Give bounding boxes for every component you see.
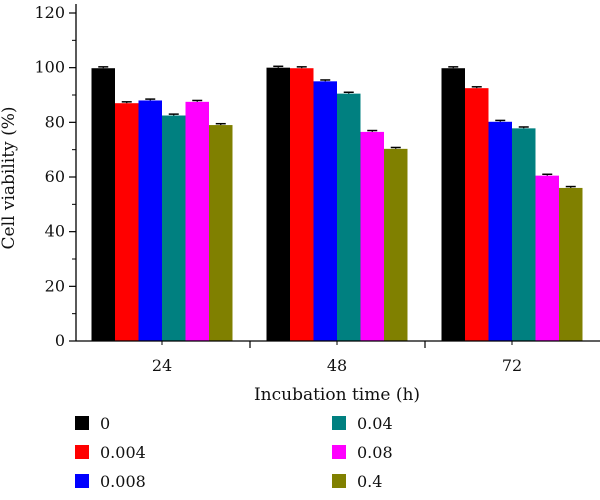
error-bar-0.04-24 <box>168 113 179 116</box>
bar-0.04-24 <box>162 115 186 341</box>
legend-item-0: 0 <box>75 414 110 433</box>
bar-0.08-48 <box>360 131 384 341</box>
error-bar-0.08-24 <box>192 99 203 102</box>
error-bar-0.04-48 <box>343 91 354 94</box>
legend-swatch <box>332 474 346 488</box>
error-bar-0.4-48 <box>390 146 401 149</box>
legend-item-0.004: 0.004 <box>75 443 146 462</box>
y-tick-label: 60 <box>45 167 65 186</box>
error-bar-0.004-48 <box>296 66 307 69</box>
x-axis-title: Incubation time (h) <box>254 385 420 405</box>
legend-item-0.008: 0.008 <box>75 472 146 491</box>
legend-label: 0.4 <box>357 472 382 491</box>
error-bar-0.4-72 <box>565 185 576 188</box>
error-bar-0.004-72 <box>471 86 482 89</box>
legend-item-0.08: 0.08 <box>332 443 393 462</box>
y-tick-label: 80 <box>45 112 65 131</box>
bar-0.04-72 <box>512 128 536 341</box>
error-bar-0.4-24 <box>215 122 226 126</box>
legend: 0 0.004 0.008 0.04 0.08 0.4 <box>75 414 393 491</box>
legend-item-0.04: 0.04 <box>332 414 393 433</box>
y-tick-label: 20 <box>45 276 65 295</box>
error-bar-0.008-48 <box>320 79 331 82</box>
bar-0.004-24 <box>115 103 139 341</box>
legend-swatch <box>75 474 89 488</box>
bar-0.008-48 <box>313 81 337 341</box>
bar-0.4-72 <box>559 187 583 341</box>
error-bar-0-72 <box>448 66 459 69</box>
error-bar-0.08-72 <box>542 173 553 176</box>
legend-swatch <box>332 445 346 459</box>
bar-0.08-72 <box>535 175 559 341</box>
bar-0.08-24 <box>185 101 209 341</box>
bar-0-48 <box>266 67 290 342</box>
axes-layer: 0 20 40 60 80 100 120 24 48 72 <box>34 3 600 375</box>
bar-0.008-24 <box>138 100 162 341</box>
bar-0.004-48 <box>290 68 314 342</box>
bar-0.4-48 <box>384 148 408 341</box>
error-bar-0.08-48 <box>367 129 378 132</box>
x-tick-label: 72 <box>502 356 522 375</box>
y-tick-label: 0 <box>55 331 65 350</box>
bar-0.008-72 <box>488 121 512 341</box>
bar-0.004-72 <box>465 88 489 342</box>
legend-label: 0.004 <box>100 443 146 462</box>
bars-layer <box>91 65 583 342</box>
legend-label: 0.04 <box>357 414 393 433</box>
legend-swatch <box>332 416 346 430</box>
bar-0-24 <box>91 68 115 342</box>
legend-label: 0 <box>100 414 110 433</box>
legend-item-0.4: 0.4 <box>332 472 382 491</box>
x-tick-label: 24 <box>152 356 172 375</box>
y-axis-title: Cell viability (%) <box>0 107 19 250</box>
error-bar-0.008-72 <box>495 119 506 122</box>
y-tick-label: 120 <box>34 3 65 22</box>
legend-swatch <box>75 416 89 430</box>
y-tick-label: 100 <box>34 58 65 77</box>
legend-swatch <box>75 445 89 459</box>
error-bar-0-24 <box>98 66 109 69</box>
bar-0-72 <box>441 68 465 342</box>
legend-label: 0.08 <box>357 443 393 462</box>
error-bar-0.04-72 <box>518 126 529 129</box>
bar-0.4-24 <box>209 125 233 341</box>
error-bar-0.004-24 <box>121 101 132 104</box>
legend-label: 0.008 <box>100 472 146 491</box>
y-tick-label: 40 <box>45 222 65 241</box>
error-bar-0.008-24 <box>145 98 156 101</box>
error-bar-0-48 <box>273 65 284 68</box>
x-tick-label: 48 <box>327 356 347 375</box>
bar-0.04-48 <box>337 93 361 341</box>
